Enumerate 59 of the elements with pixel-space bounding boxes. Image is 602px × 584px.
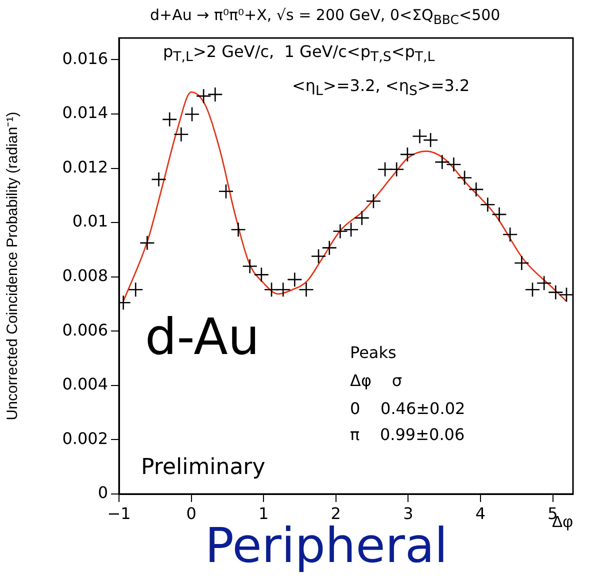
x-tick-label: 0 (186, 504, 196, 523)
y-tick-label: 0.008 (62, 266, 108, 286)
y-tick-label: 0.012 (62, 157, 108, 176)
y-tick-label: 0.006 (62, 320, 108, 340)
y-tick-label: 0.002 (62, 428, 108, 448)
point (388, 162, 404, 178)
y-axis-title: Uncorrected Coincidence Probability (radian⁻¹) (4, 112, 22, 420)
point (230, 222, 246, 238)
point (536, 275, 552, 291)
point (343, 222, 359, 238)
point (514, 255, 530, 271)
y-tick-label: 0 (98, 483, 108, 502)
point (140, 235, 155, 251)
point (196, 88, 212, 104)
point (366, 193, 382, 209)
point (492, 206, 507, 222)
x-tick-label: 4 (475, 504, 486, 523)
x-tick-label: −1 (107, 504, 131, 523)
point (275, 282, 291, 298)
point (254, 267, 270, 282)
point (128, 282, 144, 298)
point (412, 128, 428, 144)
annotation: π 0.99±0.06 (350, 425, 465, 444)
point (502, 226, 518, 242)
point (456, 170, 472, 186)
annotation: d-Au (145, 308, 260, 366)
point (332, 224, 348, 239)
y-tick-label: 0.016 (62, 48, 108, 68)
y-tick-label: 0.01 (72, 212, 108, 231)
point (184, 106, 200, 122)
y-tick-label: 0.004 (62, 374, 108, 394)
point (322, 240, 338, 256)
point (468, 182, 484, 198)
point (446, 156, 462, 172)
annotation: Δφ σ (350, 371, 402, 390)
point (174, 126, 189, 142)
chart-title: d+Au → π⁰π⁰+X, √s = 200 GeV, 0<ΣQ$_{BBC}$<500 (150, 6, 500, 27)
point (162, 112, 178, 128)
point (548, 284, 564, 300)
annotation: p$_{T,L}$>2 GeV/c, 1 GeV/c<p$_{T,S}$<p$_{T,L}$ (163, 42, 435, 66)
point (434, 154, 450, 170)
point (151, 172, 166, 188)
point (310, 248, 326, 264)
point (242, 258, 258, 274)
annotation: Peaks (350, 343, 396, 362)
point (287, 272, 302, 288)
point (558, 287, 573, 302)
y-tick-label: 0.014 (62, 103, 108, 122)
point (208, 86, 223, 102)
point (354, 210, 370, 226)
annotation: Preliminary (141, 455, 266, 480)
annotation: <η$_{L}$>=3.2, <η$_{S}$>=3.2 (292, 76, 470, 100)
point (218, 184, 234, 200)
point (422, 132, 438, 148)
annotation: 0 0.46±0.02 (350, 399, 466, 418)
point (298, 282, 314, 298)
point (480, 197, 496, 212)
point (400, 146, 416, 162)
point (524, 282, 540, 298)
